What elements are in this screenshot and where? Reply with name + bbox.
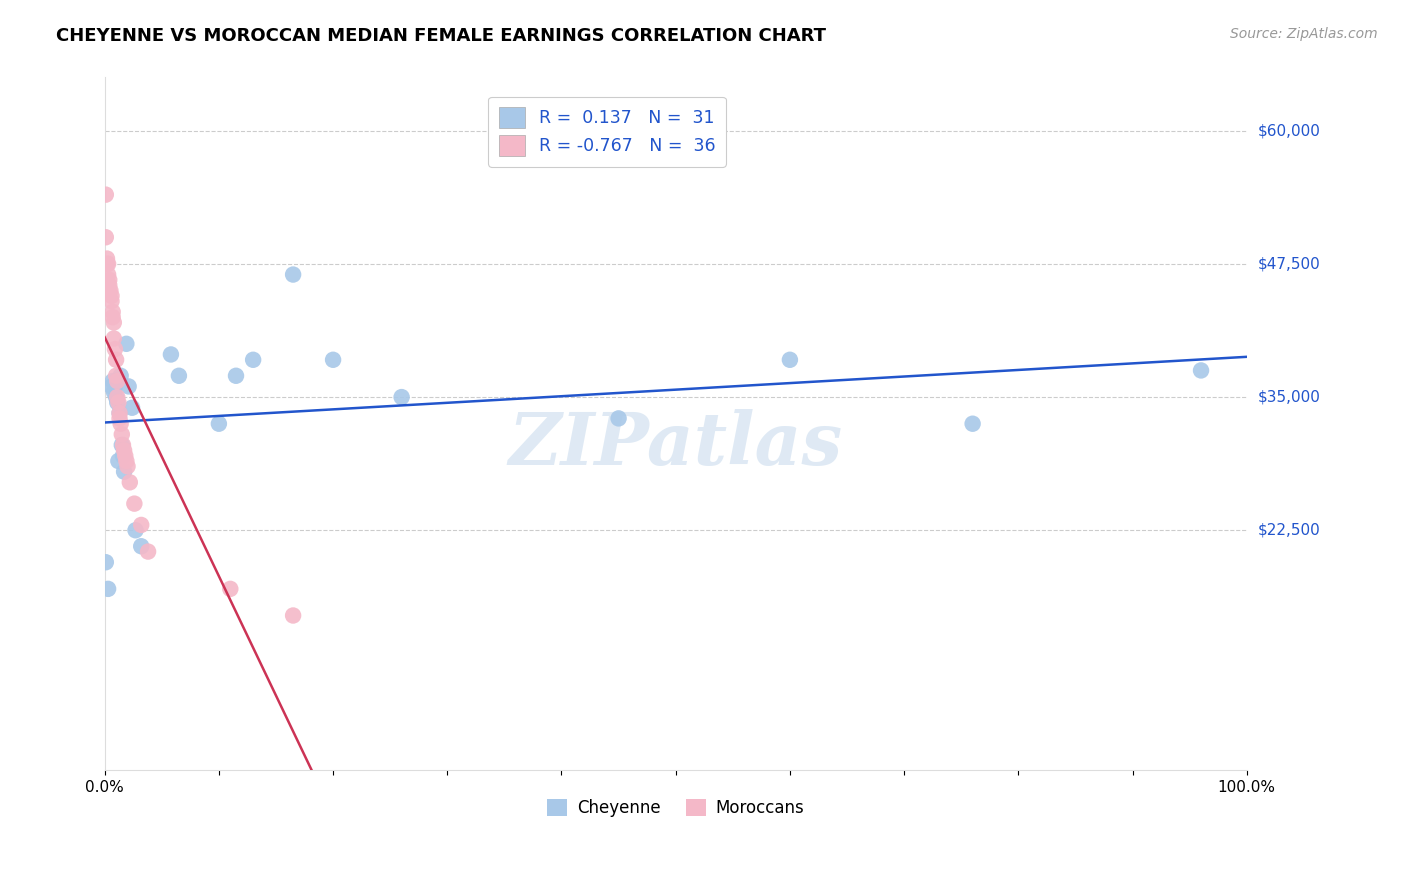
Text: Source: ZipAtlas.com: Source: ZipAtlas.com [1230, 27, 1378, 41]
Point [100, 284, 122, 298]
Point [101, 305, 124, 319]
Point [322, 352, 344, 367]
Point [129, 517, 152, 532]
Point [108, 411, 131, 425]
Point [108, 406, 131, 420]
Point [281, 608, 304, 623]
Point [124, 497, 146, 511]
Text: $47,500: $47,500 [1258, 256, 1320, 271]
Point [225, 368, 247, 383]
Point [105, 390, 128, 404]
Point [108, 406, 131, 420]
Point [129, 539, 152, 553]
Point [1189, 363, 1212, 377]
Point [104, 342, 127, 356]
Point [105, 395, 128, 409]
Point [100, 294, 122, 309]
Point [96, 257, 118, 271]
Point [121, 401, 143, 415]
Point [115, 336, 138, 351]
Point [117, 459, 139, 474]
Point [104, 379, 127, 393]
Point [208, 417, 231, 431]
Point [242, 352, 264, 367]
Point [100, 379, 122, 393]
Point [124, 523, 146, 537]
Point [112, 465, 135, 479]
Point [97, 582, 120, 596]
Point [103, 316, 125, 330]
Text: $60,000: $60,000 [1258, 123, 1320, 138]
Point [136, 544, 159, 558]
Point [281, 268, 304, 282]
Point [111, 438, 134, 452]
Point [98, 273, 121, 287]
Point [607, 411, 630, 425]
Point [962, 417, 984, 431]
Point [94, 187, 117, 202]
Point [103, 384, 125, 399]
Text: CHEYENNE VS MOROCCAN MEDIAN FEMALE EARNINGS CORRELATION CHART: CHEYENNE VS MOROCCAN MEDIAN FEMALE EARNI… [56, 27, 827, 45]
Point [105, 368, 128, 383]
Point [94, 555, 117, 569]
Point [96, 252, 118, 266]
Legend: Cheyenne, Moroccans: Cheyenne, Moroccans [540, 792, 811, 824]
Point [111, 449, 134, 463]
Point [105, 352, 128, 367]
Point [111, 427, 134, 442]
Point [167, 368, 190, 383]
Point [101, 310, 124, 325]
Point [110, 368, 132, 383]
Point [779, 352, 801, 367]
Point [111, 438, 134, 452]
Point [98, 278, 121, 293]
Text: $35,000: $35,000 [1258, 390, 1320, 405]
Point [97, 268, 120, 282]
Point [160, 347, 183, 361]
Point [115, 454, 138, 468]
Point [110, 417, 132, 431]
Point [94, 230, 117, 244]
Point [112, 443, 135, 458]
Point [107, 395, 129, 409]
Point [100, 289, 122, 303]
Point [97, 257, 120, 271]
Point [118, 379, 141, 393]
Text: ZIPatlas: ZIPatlas [509, 409, 842, 480]
Point [101, 374, 124, 388]
Point [391, 390, 413, 404]
Point [219, 582, 242, 596]
Text: $22,500: $22,500 [1258, 523, 1320, 538]
Point [118, 475, 141, 490]
Point [114, 449, 136, 463]
Point [105, 374, 128, 388]
Point [103, 331, 125, 345]
Point [105, 390, 128, 404]
Point [107, 454, 129, 468]
